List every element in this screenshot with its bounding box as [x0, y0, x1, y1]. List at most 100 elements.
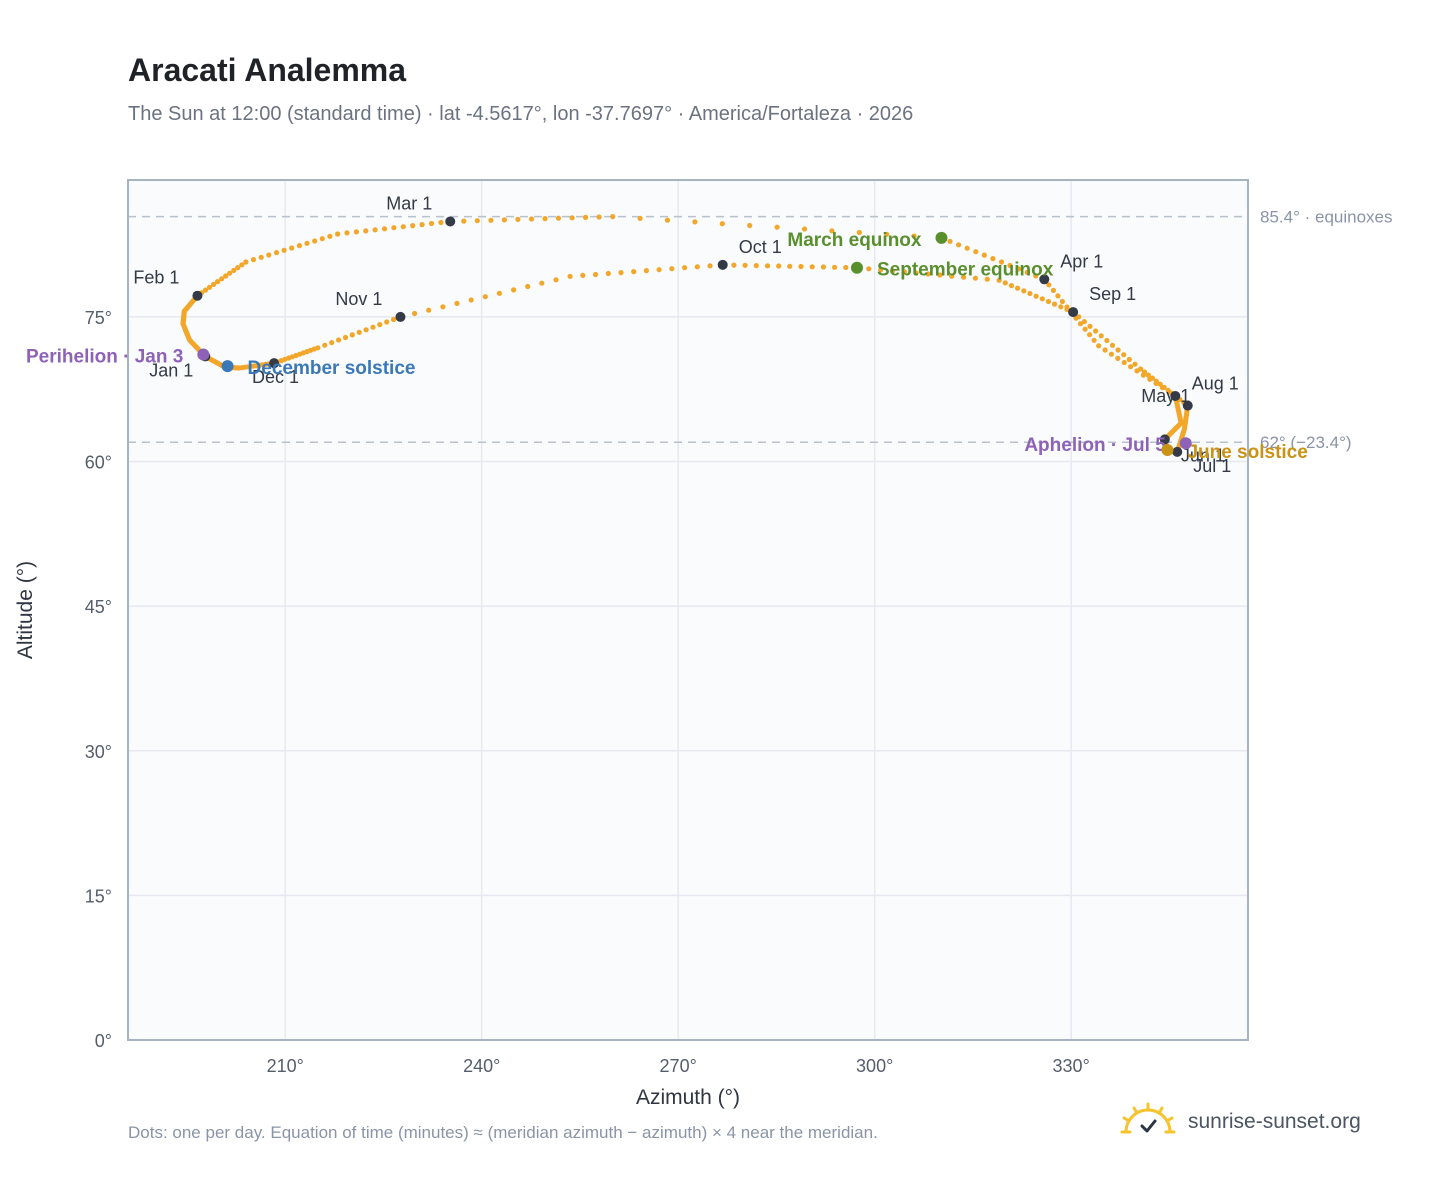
daily-sun-dot — [1091, 337, 1097, 343]
daily-sun-dot — [468, 297, 474, 303]
y-tick-label: 45° — [85, 597, 112, 617]
event-label: June solstice — [1187, 442, 1307, 463]
daily-sun-dot — [964, 245, 970, 251]
event-marker — [935, 231, 948, 244]
daily-sun-dot — [664, 217, 671, 223]
daily-sun-dot — [984, 276, 990, 282]
daily-sun-dot — [972, 275, 979, 281]
daily-sun-dot — [884, 231, 890, 237]
daily-sun-dot — [273, 250, 280, 256]
daily-sun-dot — [1050, 287, 1056, 293]
daily-sun-dot — [592, 271, 599, 278]
daily-sun-dot — [250, 257, 257, 263]
daily-sun-dot — [1153, 378, 1159, 384]
daily-sun-dot — [925, 271, 931, 277]
daily-sun-dot — [1126, 356, 1132, 363]
daily-sun-dot — [990, 256, 996, 262]
reference-line-label: 62° (−23.4°) — [1260, 433, 1352, 452]
daily-sun-dot — [596, 214, 602, 220]
daily-sun-dot — [643, 268, 650, 274]
daily-sun-dot — [400, 224, 406, 230]
daily-sun-dot — [344, 230, 350, 236]
daily-sun-dot — [1077, 321, 1084, 327]
event-marker — [1161, 443, 1174, 456]
daily-sun-dot — [956, 242, 962, 248]
daily-sun-dot — [1052, 301, 1058, 307]
daily-sun-dot — [542, 216, 548, 222]
daily-sun-dot — [1024, 269, 1030, 275]
daily-sun-dot — [1115, 355, 1121, 361]
month-marker — [1170, 390, 1181, 401]
daily-sun-dot — [947, 238, 953, 244]
daily-sun-dot — [1157, 381, 1163, 387]
month-marker — [1039, 274, 1050, 285]
daily-sun-dot — [555, 215, 562, 221]
daily-sun-dot — [384, 319, 390, 325]
daily-sun-dot — [1059, 298, 1065, 305]
daily-sun-dot — [312, 238, 318, 244]
daily-sun-dot — [1096, 343, 1102, 349]
daily-sun-dot — [474, 218, 480, 224]
daily-sun-dot — [319, 236, 325, 242]
daily-sun-dot — [911, 233, 917, 239]
x-tick-label: 270° — [660, 1056, 697, 1076]
daily-sun-dot — [342, 334, 349, 341]
daily-sun-dot — [631, 269, 637, 275]
month-label: Sep 1 — [1089, 284, 1136, 304]
daily-sun-dot — [206, 284, 213, 290]
daily-sun-dot — [1045, 298, 1052, 305]
month-marker — [717, 259, 728, 270]
daily-sun-dot — [235, 265, 241, 271]
daily-sun-dot — [539, 280, 545, 286]
daily-sun-dot — [1093, 328, 1099, 334]
y-tick-label: 30° — [85, 742, 112, 762]
daily-sun-dot — [901, 269, 908, 275]
daily-sun-dot — [809, 264, 815, 270]
daily-sun-dot — [454, 300, 460, 306]
daily-sun-dot — [1115, 347, 1121, 353]
daily-sun-dot — [753, 263, 759, 269]
daily-sun-dot — [1082, 326, 1088, 332]
daily-sun-dot — [1087, 332, 1093, 338]
daily-sun-dot — [961, 274, 967, 280]
daily-sun-dot — [856, 229, 862, 236]
daily-sun-dot — [488, 217, 494, 223]
daily-sun-dot — [973, 249, 979, 255]
daily-sun-dot — [296, 243, 302, 249]
daily-sun-dot — [1046, 282, 1052, 288]
daily-sun-dot — [1064, 306, 1070, 312]
event-label: March equinox — [787, 230, 922, 251]
month-marker — [395, 311, 406, 322]
daily-sun-dot — [496, 290, 502, 296]
event-label: Perihelion · Jan 3 — [26, 347, 183, 368]
daily-sun-dot — [258, 254, 264, 260]
daily-sun-dot — [787, 263, 793, 269]
y-tick-label: 15° — [85, 886, 112, 906]
daily-sun-dot — [719, 221, 725, 227]
chart-subtitle: The Sun at 12:00 (standard time) · lat -… — [128, 103, 914, 125]
daily-sun-dot — [482, 294, 488, 300]
sun-logo-icon — [1120, 1102, 1176, 1134]
daily-sun-dot — [1141, 369, 1148, 375]
daily-sun-dot — [528, 216, 535, 222]
event-marker — [1179, 437, 1192, 450]
daily-sun-dot — [1109, 342, 1116, 348]
daily-sun-dot — [335, 231, 341, 237]
brand-logo[interactable]: sunrise-sunset.org — [1120, 1102, 1361, 1142]
month-label: Feb 1 — [133, 268, 179, 288]
daily-sun-dot — [1021, 288, 1027, 294]
daily-sun-dot — [776, 263, 782, 269]
daily-sun-dot — [428, 220, 435, 227]
daily-sun-dot — [353, 229, 359, 235]
daily-sun-dot — [219, 276, 225, 282]
y-tick-label: 60° — [85, 453, 112, 473]
daily-sun-dot — [1108, 351, 1114, 357]
event-marker — [850, 261, 863, 274]
daily-sun-dot — [329, 340, 335, 346]
daily-sun-dot — [682, 265, 688, 271]
daily-sun-dot — [981, 252, 987, 258]
daily-sun-dot — [281, 247, 287, 253]
daily-sun-dot — [461, 218, 467, 224]
daily-sun-dot — [1138, 366, 1144, 372]
month-label: Jun 1 — [1181, 445, 1225, 465]
